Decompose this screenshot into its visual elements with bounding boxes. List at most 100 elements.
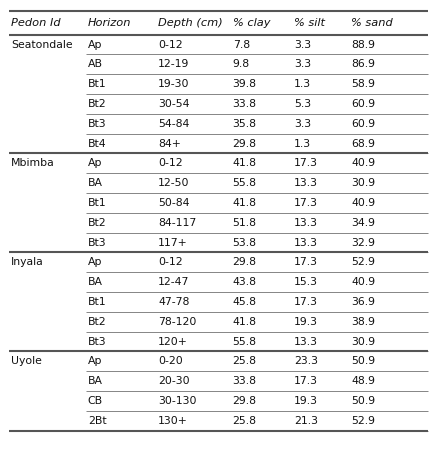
Text: 25.8: 25.8 — [232, 356, 256, 366]
Text: 33.8: 33.8 — [232, 99, 256, 109]
Text: 53.8: 53.8 — [232, 238, 256, 248]
Text: 12-47: 12-47 — [158, 277, 189, 287]
Text: Bt1: Bt1 — [88, 79, 106, 89]
Text: 23.3: 23.3 — [293, 356, 318, 366]
Text: 39.8: 39.8 — [232, 79, 256, 89]
Text: 33.8: 33.8 — [232, 376, 256, 386]
Text: Mbimba: Mbimba — [11, 158, 55, 168]
Text: 30.9: 30.9 — [350, 178, 374, 188]
Text: 54-84: 54-84 — [158, 119, 189, 129]
Text: % clay: % clay — [232, 18, 269, 28]
Text: 1.3: 1.3 — [293, 79, 311, 89]
Text: 68.9: 68.9 — [350, 139, 374, 148]
Text: Depth (cm): Depth (cm) — [158, 18, 222, 28]
Text: 19-30: 19-30 — [158, 79, 189, 89]
Text: 29.8: 29.8 — [232, 257, 256, 267]
Text: 55.8: 55.8 — [232, 337, 256, 347]
Text: 38.9: 38.9 — [350, 317, 374, 327]
Text: 84+: 84+ — [158, 139, 180, 148]
Text: Ap: Ap — [88, 257, 102, 267]
Text: 45.8: 45.8 — [232, 297, 256, 307]
Text: 60.9: 60.9 — [350, 119, 374, 129]
Text: 17.3: 17.3 — [293, 158, 318, 168]
Text: Pedon Id: Pedon Id — [11, 18, 60, 28]
Text: 13.3: 13.3 — [293, 178, 318, 188]
Text: 9.8: 9.8 — [232, 59, 249, 69]
Text: Bt3: Bt3 — [88, 119, 106, 129]
Text: 5.3: 5.3 — [293, 99, 311, 109]
Text: 17.3: 17.3 — [293, 198, 318, 208]
Text: % silt: % silt — [293, 18, 325, 28]
Text: 0-12: 0-12 — [158, 257, 182, 267]
Text: 3.3: 3.3 — [293, 59, 311, 69]
Text: 88.9: 88.9 — [350, 40, 374, 50]
Text: CB: CB — [88, 396, 102, 406]
Text: 40.9: 40.9 — [350, 198, 374, 208]
Text: Bt3: Bt3 — [88, 238, 106, 248]
Text: Ap: Ap — [88, 356, 102, 366]
Text: 3.3: 3.3 — [293, 119, 311, 129]
Text: Bt2: Bt2 — [88, 317, 106, 327]
Text: 55.8: 55.8 — [232, 178, 256, 188]
Text: Bt2: Bt2 — [88, 218, 106, 228]
Text: Ap: Ap — [88, 158, 102, 168]
Text: 12-19: 12-19 — [158, 59, 189, 69]
Text: Bt1: Bt1 — [88, 297, 106, 307]
Text: 20-30: 20-30 — [158, 376, 189, 386]
Text: 29.8: 29.8 — [232, 139, 256, 148]
Text: 47-78: 47-78 — [158, 297, 189, 307]
Text: 29.8: 29.8 — [232, 396, 256, 406]
Text: 50-84: 50-84 — [158, 198, 189, 208]
Text: AB: AB — [88, 59, 102, 69]
Text: 32.9: 32.9 — [350, 238, 374, 248]
Text: 35.8: 35.8 — [232, 119, 256, 129]
Text: 17.3: 17.3 — [293, 257, 318, 267]
Text: 40.9: 40.9 — [350, 158, 374, 168]
Text: 1.3: 1.3 — [293, 139, 311, 148]
Text: BA: BA — [88, 376, 102, 386]
Text: Ap: Ap — [88, 40, 102, 50]
Text: 48.9: 48.9 — [350, 376, 374, 386]
Text: 41.8: 41.8 — [232, 198, 256, 208]
Text: Bt3: Bt3 — [88, 337, 106, 347]
Text: 50.9: 50.9 — [350, 356, 374, 366]
Text: 25.8: 25.8 — [232, 416, 256, 426]
Text: 7.8: 7.8 — [232, 40, 249, 50]
Text: 0-12: 0-12 — [158, 158, 182, 168]
Text: 120+: 120+ — [158, 337, 187, 347]
Text: Bt2: Bt2 — [88, 99, 106, 109]
Text: 15.3: 15.3 — [293, 277, 318, 287]
Text: Bt4: Bt4 — [88, 139, 106, 148]
Text: Inyala: Inyala — [11, 257, 44, 267]
Text: 17.3: 17.3 — [293, 297, 318, 307]
Text: 36.9: 36.9 — [350, 297, 374, 307]
Text: 51.8: 51.8 — [232, 218, 256, 228]
Text: 2Bt: 2Bt — [88, 416, 106, 426]
Text: 84-117: 84-117 — [158, 218, 196, 228]
Text: 13.3: 13.3 — [293, 238, 318, 248]
Text: 30-130: 30-130 — [158, 396, 196, 406]
Text: 19.3: 19.3 — [293, 396, 318, 406]
Text: 30.9: 30.9 — [350, 337, 374, 347]
Text: Seatondale: Seatondale — [11, 40, 72, 50]
Text: 30-54: 30-54 — [158, 99, 189, 109]
Text: 41.8: 41.8 — [232, 317, 256, 327]
Text: 78-120: 78-120 — [158, 317, 196, 327]
Text: 50.9: 50.9 — [350, 396, 374, 406]
Text: 130+: 130+ — [158, 416, 187, 426]
Text: 13.3: 13.3 — [293, 218, 318, 228]
Text: 41.8: 41.8 — [232, 158, 256, 168]
Text: Uyole: Uyole — [11, 356, 42, 366]
Text: 40.9: 40.9 — [350, 277, 374, 287]
Text: 43.8: 43.8 — [232, 277, 256, 287]
Text: 17.3: 17.3 — [293, 376, 318, 386]
Text: Horizon: Horizon — [88, 18, 131, 28]
Text: 117+: 117+ — [158, 238, 187, 248]
Text: 21.3: 21.3 — [293, 416, 318, 426]
Text: 0-20: 0-20 — [158, 356, 182, 366]
Text: 13.3: 13.3 — [293, 337, 318, 347]
Text: BA: BA — [88, 277, 102, 287]
Text: 12-50: 12-50 — [158, 178, 189, 188]
Text: 19.3: 19.3 — [293, 317, 318, 327]
Text: 3.3: 3.3 — [293, 40, 311, 50]
